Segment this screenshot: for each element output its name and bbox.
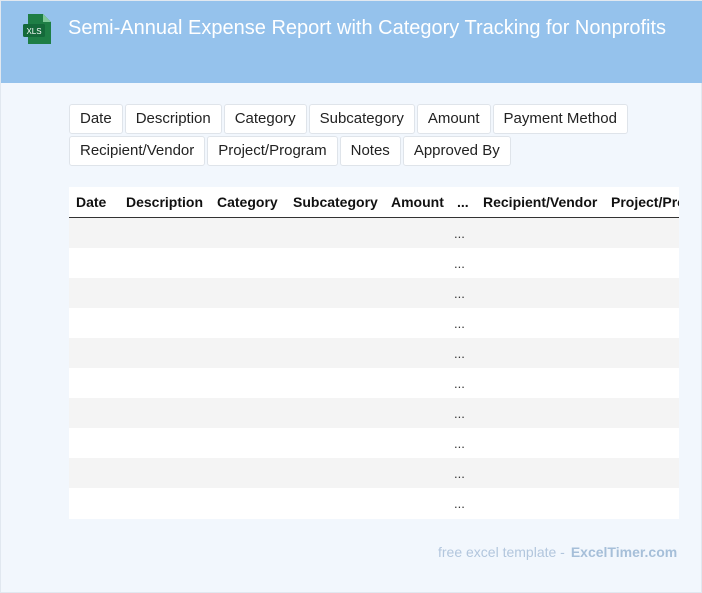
collapsed-cell: ...: [454, 226, 465, 241]
collapsed-cell: ...: [454, 496, 465, 511]
field-chip-list: Date Description Category Subcategory Am…: [69, 104, 669, 168]
table-row[interactable]: ...: [69, 308, 679, 338]
chip-recipient-vendor[interactable]: Recipient/Vendor: [69, 136, 206, 166]
chip-project-program[interactable]: Project/Program: [207, 136, 338, 166]
collapsed-cell: ...: [454, 406, 465, 421]
chip-subcategory[interactable]: Subcategory: [308, 104, 415, 134]
col-header-subcategory: Subcategory: [293, 194, 378, 210]
page-header: XLS Semi-Annual Expense Report with Cate…: [1, 1, 702, 83]
table-row[interactable]: ...: [69, 338, 679, 368]
table-row[interactable]: ...: [69, 368, 679, 398]
col-header-date: Date: [76, 194, 107, 210]
footer-credit: free excel template - ExcelTimer.com: [438, 544, 677, 560]
table-row[interactable]: ...: [69, 248, 679, 278]
table-header-row: Date Description Category Subcategory Am…: [69, 187, 679, 218]
col-header-description: Description: [126, 194, 204, 210]
collapsed-cell: ...: [454, 466, 465, 481]
col-header-recipient-vendor: Recipient/Vendor: [483, 194, 598, 210]
collapsed-cell: ...: [454, 436, 465, 451]
xls-file-icon: XLS: [23, 14, 51, 44]
col-header-collapsed: ...: [457, 194, 469, 210]
table-row[interactable]: ...: [69, 398, 679, 428]
col-header-project-program: Project/Program: [611, 194, 679, 210]
chip-category[interactable]: Category: [223, 104, 307, 134]
chip-description[interactable]: Description: [124, 104, 222, 134]
table-row[interactable]: ...: [69, 278, 679, 308]
expense-table[interactable]: Date Description Category Subcategory Am…: [69, 187, 679, 519]
chip-notes[interactable]: Notes: [339, 136, 401, 166]
table-row[interactable]: ...: [69, 218, 679, 248]
xls-icon-label: XLS: [26, 27, 41, 36]
table-row[interactable]: ...: [69, 458, 679, 488]
chip-payment-method[interactable]: Payment Method: [492, 104, 628, 134]
collapsed-cell: ...: [454, 376, 465, 391]
collapsed-cell: ...: [454, 346, 465, 361]
col-header-amount: Amount: [391, 194, 444, 210]
table-row[interactable]: ...: [69, 488, 679, 518]
table-row[interactable]: ...: [69, 428, 679, 458]
collapsed-cell: ...: [454, 286, 465, 301]
page-title: Semi-Annual Expense Report with Category…: [68, 17, 667, 39]
table-body: ... ... ... ... ... ... ... ... ... ...: [69, 218, 679, 518]
chip-date[interactable]: Date: [69, 104, 123, 134]
collapsed-cell: ...: [454, 316, 465, 331]
chip-approved-by[interactable]: Approved By: [402, 136, 511, 166]
col-header-category: Category: [217, 194, 278, 210]
collapsed-cell: ...: [454, 256, 465, 271]
footer-text: free excel template -: [438, 544, 565, 560]
chip-row-2: Recipient/Vendor Project/Program Notes A…: [69, 136, 669, 166]
footer-brand-link[interactable]: ExcelTimer.com: [570, 544, 678, 560]
chip-amount[interactable]: Amount: [416, 104, 491, 134]
chip-row-1: Date Description Category Subcategory Am…: [69, 104, 669, 134]
